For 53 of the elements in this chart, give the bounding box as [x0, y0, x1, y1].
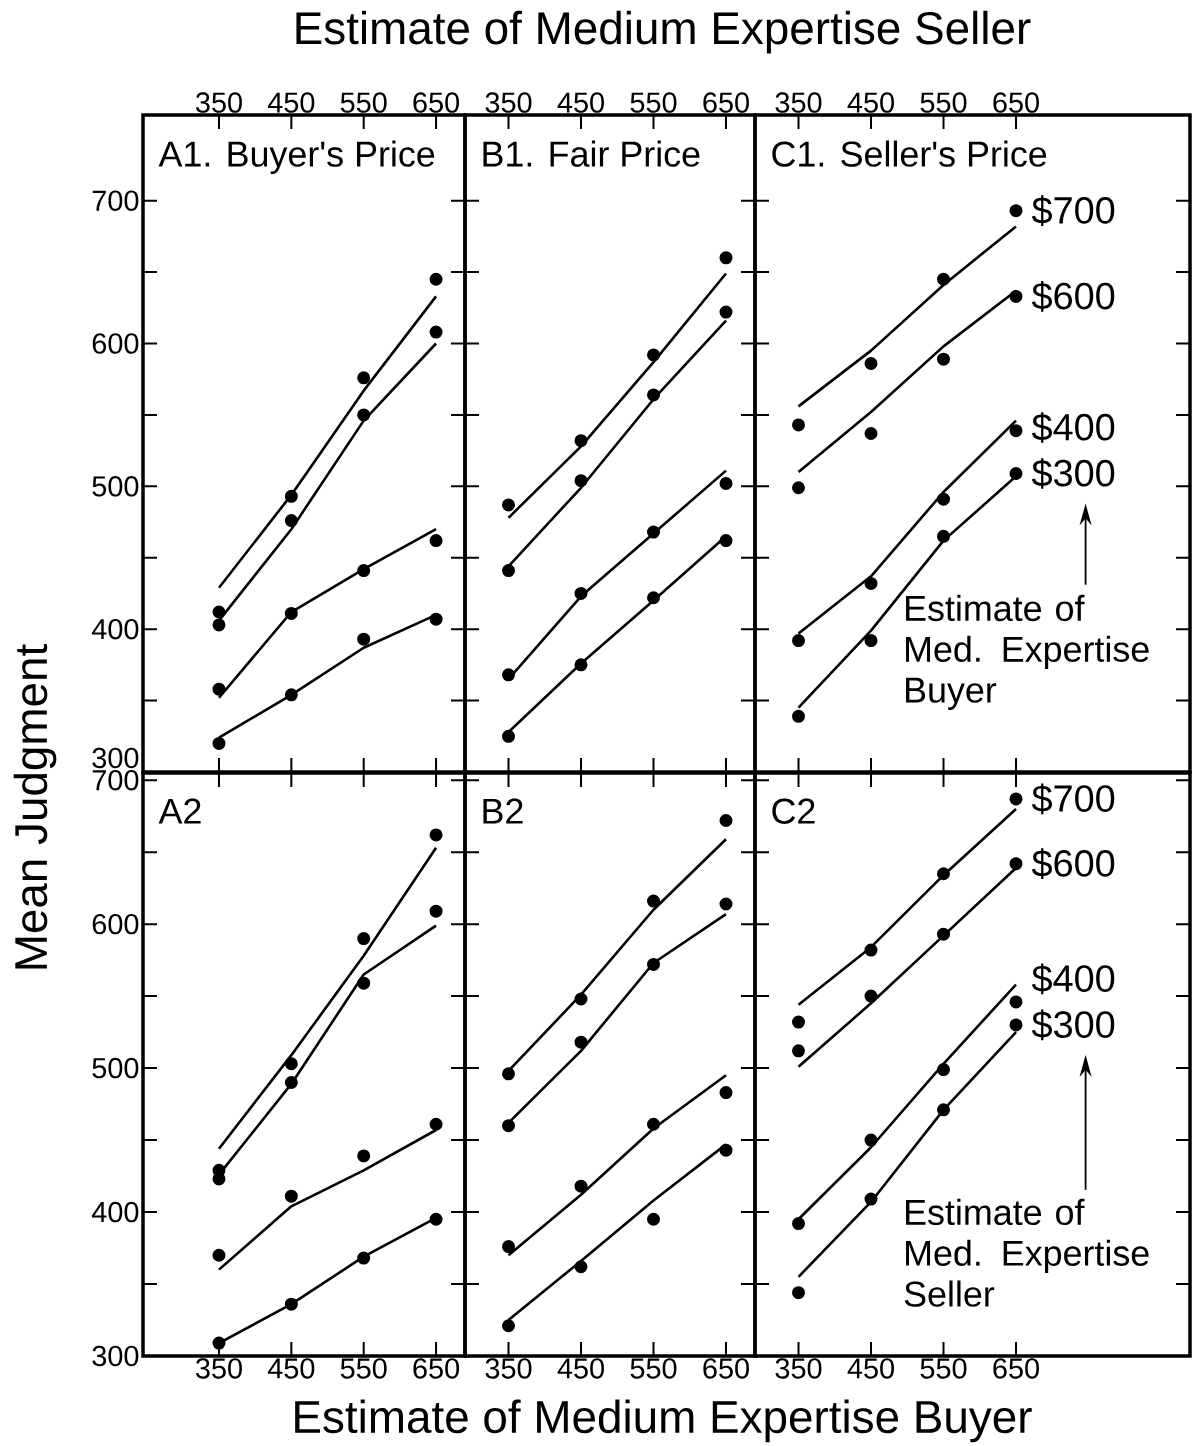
- x-tick-label: 650: [993, 1358, 1039, 1379]
- y-tick-label: 500: [92, 1057, 139, 1079]
- text: A2: [158, 798, 201, 824]
- y-tick-label: 400: [91, 618, 139, 640]
- x-tick-label: 450: [557, 92, 604, 113]
- x-tick-label: 550: [340, 1358, 387, 1379]
- x-tick-label: 550: [340, 92, 387, 113]
- legend-label: $400: [1031, 412, 1115, 443]
- x-axis-title: Estimate of Medium Expertise Seller: [296, 10, 1031, 54]
- text: C2: [772, 798, 815, 824]
- x-tick-label: 450: [267, 1358, 315, 1379]
- legend-label: $600: [1031, 848, 1115, 880]
- x-tick-label: 450: [847, 92, 894, 113]
- x-tick-label: 550: [920, 92, 967, 113]
- legend-label: $700: [1031, 195, 1115, 227]
- y-axis-title: Mean Judgment: [13, 644, 57, 969]
- x-tick-label: 550: [630, 1358, 677, 1379]
- x-tick-label: 450: [267, 92, 315, 113]
- y-tick-label: 500: [92, 476, 139, 497]
- x-tick-label: 350: [195, 1358, 242, 1379]
- x-tick-label: 550: [630, 92, 677, 113]
- x-tick-label: 450: [557, 1358, 604, 1379]
- x-tick-label: 350: [485, 92, 532, 113]
- x-tick-label: 650: [993, 92, 1039, 113]
- x-tick-label: 650: [703, 92, 749, 113]
- annotation: Estimate of Med. Expertise Buyer: [906, 594, 1149, 710]
- x-tick-label: 350: [485, 1358, 532, 1379]
- legend-label: $400: [1031, 963, 1115, 995]
- y-tick-label: 700: [92, 190, 139, 211]
- text: C1. Seller's Price: [772, 140, 1047, 167]
- y-tick-label: 300: [92, 747, 139, 769]
- legend-label: $600: [1031, 281, 1115, 312]
- y-tick-label: 600: [92, 333, 139, 354]
- y-tick-label: 700: [92, 769, 139, 791]
- text: B2: [483, 798, 523, 824]
- x-tick-label: 650: [413, 1358, 460, 1379]
- legend-label: $300: [1031, 458, 1115, 489]
- series-label: $300: [1031, 1009, 1115, 1041]
- x-tick-label: 650: [703, 1358, 749, 1379]
- text: B1. Fair Price: [483, 140, 700, 167]
- x-tick-label: 550: [920, 1358, 967, 1379]
- x-axis-title: Estimate of Medium Expertise Buyer: [295, 1399, 1032, 1443]
- text: A1. Buyer's Price: [158, 140, 435, 174]
- y-tick-label: 400: [91, 1201, 139, 1223]
- x-tick-label: 350: [775, 92, 822, 113]
- annotation: Estimate of Med. Expertise Seller: [904, 1198, 1149, 1307]
- y-tick-label: 300: [92, 1345, 139, 1367]
- x-tick-label: 350: [775, 1358, 822, 1379]
- x-tick-label: 650: [413, 92, 460, 113]
- x-tick-label: 450: [847, 1358, 894, 1379]
- y-tick-label: 600: [92, 913, 139, 935]
- x-tick-label: 350: [195, 92, 242, 113]
- legend-label: $700: [1031, 783, 1115, 815]
